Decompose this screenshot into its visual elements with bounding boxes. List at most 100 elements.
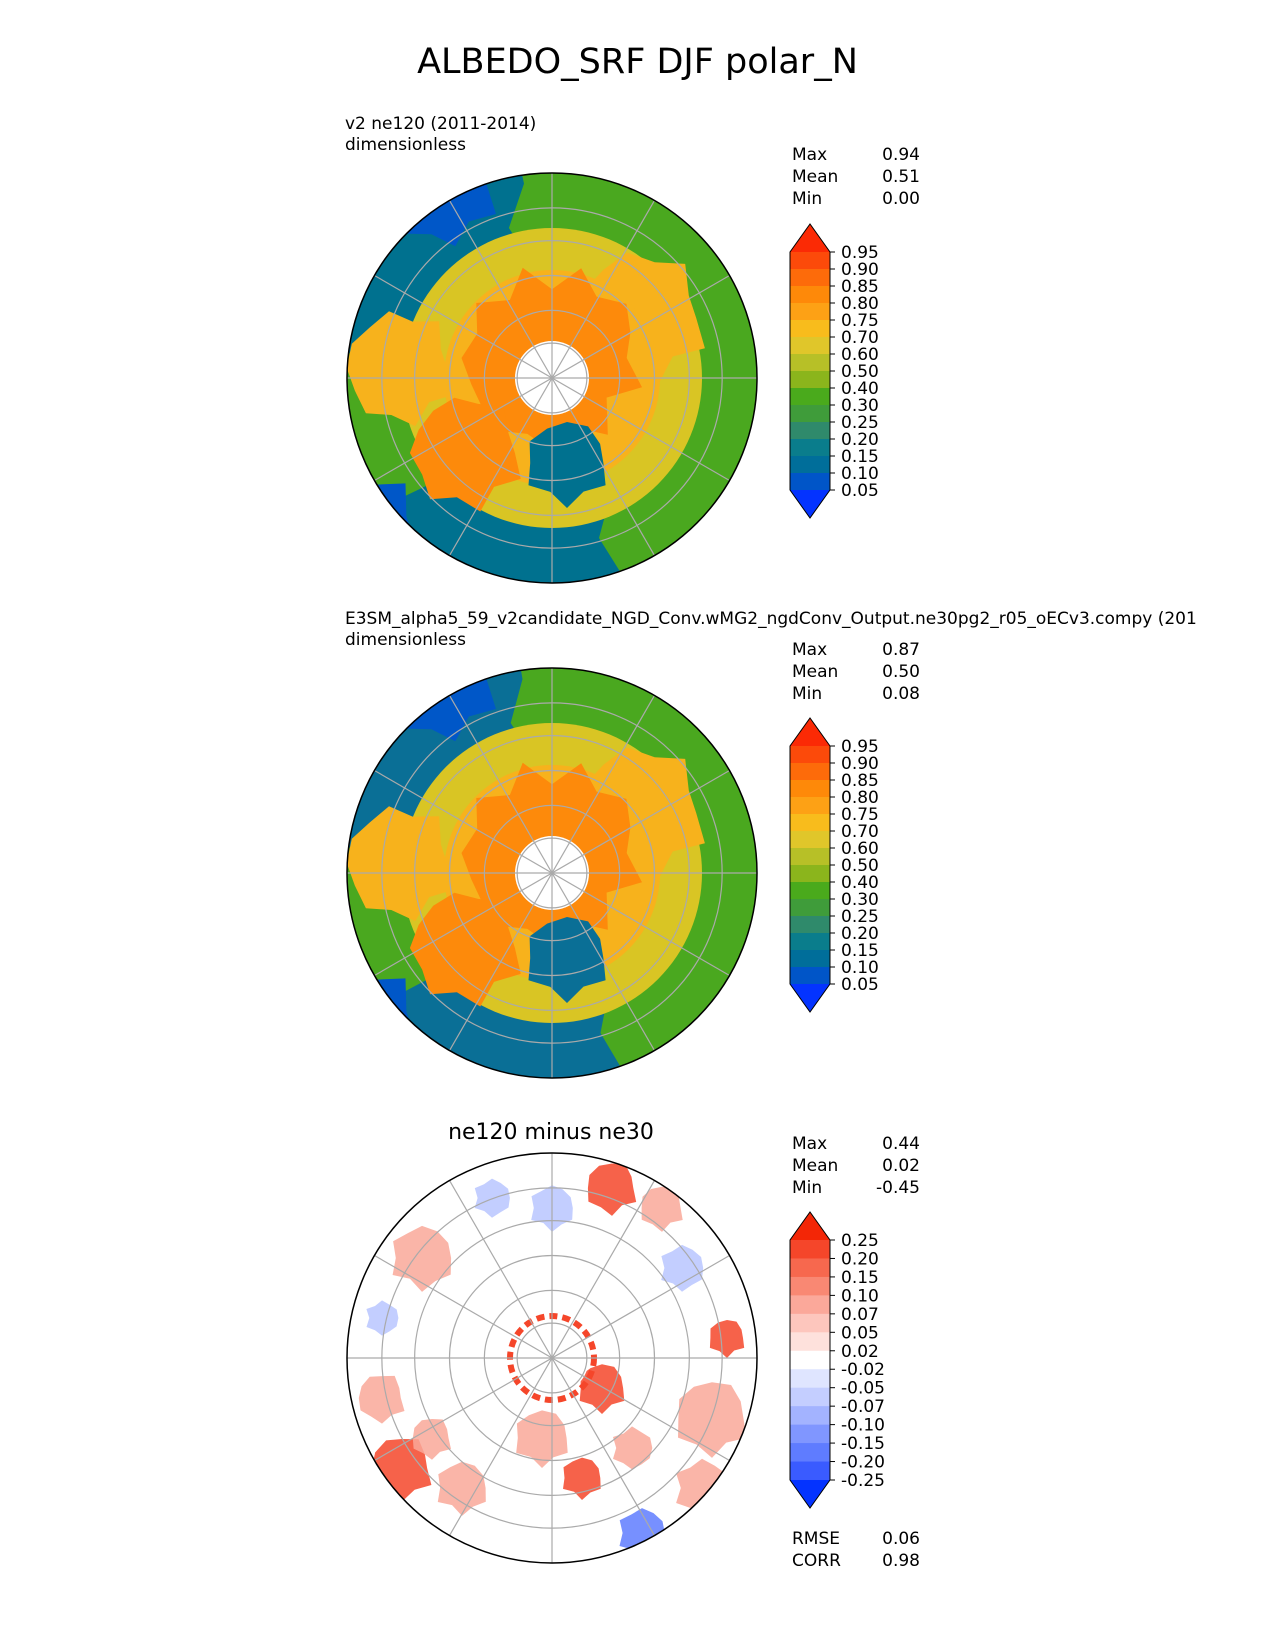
colorbar-segment [790, 337, 830, 355]
nordic-sea [528, 917, 606, 1003]
colorbar-2: 0.050.100.150.200.250.300.400.500.600.70… [789, 717, 879, 1013]
colorbar-segment [790, 814, 830, 832]
map-field [347, 668, 757, 1078]
colorbar-segment [790, 252, 830, 270]
difference-patch [358, 1375, 405, 1424]
colorbar-segment [790, 1387, 830, 1407]
colorbar-tick-label: -0.07 [841, 1397, 885, 1417]
colorbar-segment [790, 303, 830, 321]
metric-corr-value: 0.98 [882, 1551, 920, 1571]
panel-3-map [346, 1152, 758, 1564]
panel-1-map [346, 172, 758, 584]
metric-rmse-value: 0.06 [882, 1529, 920, 1549]
colorbar-extend-max [790, 718, 830, 746]
metric-rmse-label: RMSE [792, 1529, 841, 1549]
difference-patch [366, 1300, 399, 1336]
panel2-stats: Max 0.87 Mean 0.50 Min 0.08 [792, 639, 920, 705]
colorbar-segment [790, 746, 830, 764]
colorbar-tick-label: 0.25 [841, 1231, 879, 1251]
colorbar-tick-label: 0.20 [841, 1249, 879, 1269]
colorbar-segment [790, 916, 830, 934]
colorbar-segment [790, 1406, 830, 1426]
greenland-ice [409, 397, 521, 512]
colorbar-tick-label: 0.02 [841, 1342, 879, 1362]
colorbar-tick-label: 0.40 [841, 873, 879, 893]
arctic-land [347, 311, 456, 427]
stat-min-value: -0.45 [876, 1178, 920, 1198]
colorbar-tick-label: -0.02 [841, 1360, 885, 1380]
metric-corr-label: CORR [792, 1551, 841, 1571]
difference-patch [437, 1461, 486, 1516]
colorbar-segment [790, 320, 830, 338]
colorbar-segment [790, 882, 830, 900]
colorbar-tick-label: -0.20 [841, 1453, 885, 1473]
colorbar-tick-label: 0.90 [841, 260, 879, 280]
nordic-sea [528, 422, 606, 508]
stat-max-label: Max [792, 145, 828, 165]
colorbar-3: -0.25-0.20-0.15-0.10-0.07-0.05-0.020.020… [789, 1211, 885, 1509]
stat-max-value: 0.94 [882, 145, 920, 165]
difference-patch [661, 1244, 704, 1292]
map-boundary [346, 667, 758, 1079]
colorbar-tick-label: 0.40 [841, 379, 879, 399]
panel3-metrics: RMSE 0.06 CORR 0.98 [792, 1528, 920, 1572]
colorbar-segment [790, 388, 830, 406]
colorbar-tick-label: 0.20 [841, 430, 879, 450]
stat-min-value: 0.00 [882, 189, 920, 209]
colorbar-tick-label: 0.70 [841, 328, 879, 348]
colorbar-tick-label: 0.95 [841, 737, 879, 757]
stat-max-label: Max [792, 640, 828, 660]
stat-mean-label: Mean [792, 167, 839, 187]
graticule [347, 1153, 757, 1563]
colorbar-segment [790, 269, 830, 287]
colorbar-tick-label: 0.05 [841, 481, 879, 501]
colorbar-segment [790, 1295, 830, 1315]
map-field [347, 173, 757, 583]
colorbar-tick-label: 0.07 [841, 1305, 879, 1325]
colorbar-segment [790, 950, 830, 968]
colorbar-segment [790, 1240, 830, 1259]
colorbar-segment [790, 1443, 830, 1463]
panel3-stats: Max 0.44 Mean 0.02 Min -0.45 [792, 1133, 920, 1199]
graticule [347, 173, 757, 583]
colorbar-tick-label: 0.70 [841, 822, 879, 842]
colorbar-tick-label: 0.90 [841, 754, 879, 774]
meridian-line [374, 274, 730, 482]
colorbar-tick-label: -0.25 [841, 1471, 885, 1491]
colorbar-tick-label: 0.50 [841, 362, 879, 382]
colorbar-tick-label: 0.95 [841, 243, 879, 263]
panel1-stats: Max 0.94 Mean 0.51 Min 0.00 [792, 144, 920, 210]
colorbar-segment [790, 831, 830, 849]
colorbar-tick-label: 0.60 [841, 345, 879, 365]
colorbar-extend-min [790, 490, 830, 518]
stat-min-value: 0.08 [882, 684, 920, 704]
colorbar-extend-min [790, 1480, 830, 1508]
stat-max-value: 0.87 [882, 640, 920, 660]
meridian-line [374, 1254, 730, 1462]
difference-patch [516, 1410, 568, 1468]
colorbar-segment [790, 354, 830, 372]
stat-mean-value: 0.50 [882, 662, 920, 682]
colorbar-tick-label: 0.75 [841, 311, 879, 331]
graticule [347, 668, 757, 1078]
colorbar-segment [790, 967, 830, 985]
panel2-title: E3SM_alpha5_59_v2candidate_NGD_Conv.wMG2… [345, 609, 1197, 629]
colorbar-tick-label: 0.15 [841, 941, 879, 961]
stat-min-label: Min [792, 684, 823, 704]
colorbar-tick-label: 0.50 [841, 856, 879, 876]
colorbar-tick-label: 0.85 [841, 771, 879, 791]
colorbar-tick-label: 0.85 [841, 277, 879, 297]
map-boundary [346, 172, 758, 584]
colorbar-tick-label: 0.20 [841, 924, 879, 944]
panel3-title: ne120 minus ne30 [448, 1120, 654, 1145]
colorbar-segment [790, 405, 830, 423]
stat-mean-label: Mean [792, 662, 839, 682]
difference-patch [412, 1419, 451, 1460]
stat-min-label: Min [792, 1178, 823, 1198]
colorbar-segment [790, 422, 830, 440]
colorbar-segment [790, 286, 830, 304]
colorbar-tick-label: 0.30 [841, 890, 879, 910]
difference-patch [587, 1163, 637, 1216]
colorbar-segment [790, 933, 830, 951]
